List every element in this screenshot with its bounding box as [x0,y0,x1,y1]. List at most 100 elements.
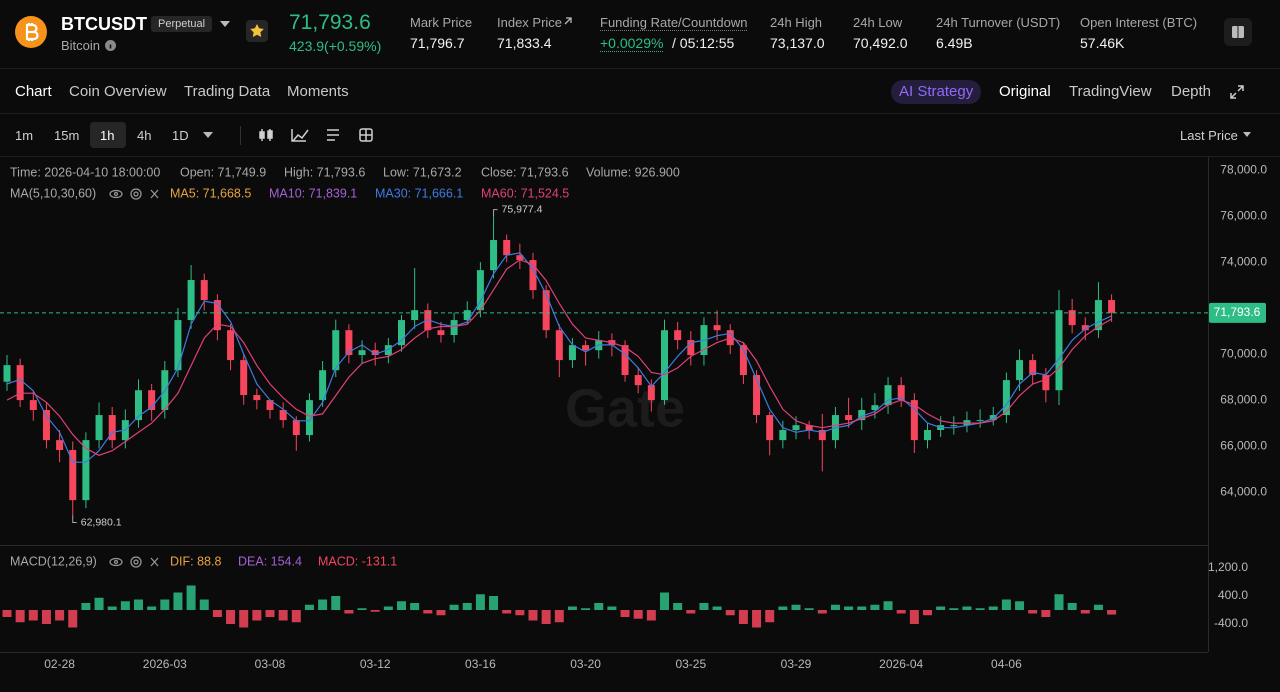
candle-body [1068,310,1076,326]
candle-body [135,390,142,421]
macd-bar [988,606,998,610]
annotation: 62,980.1 [81,516,122,528]
macd-bar [147,606,157,610]
macd-bar [817,609,827,614]
candle-body [411,310,419,321]
macd-bar [81,602,91,610]
macd-bar [134,599,143,610]
stat-value: 71,833.4 [497,35,552,51]
macd-bar [15,609,25,623]
tab[interactable]: Coin Overview [69,83,167,100]
macd-bar [318,599,328,610]
macd-bar [660,592,669,610]
view-option[interactable]: TradingView [1069,83,1152,100]
candle-body [621,345,629,376]
macd-bar [199,599,209,610]
ohlc-info: High: 71,793.6 [284,165,365,179]
indicator-label: MACD(12,26,9) [10,554,97,568]
interval[interactable]: 1h [100,128,115,143]
strategy-button[interactable]: AI Strategy [891,80,982,104]
ohlc-info: Volume: 926.900 [586,165,680,179]
last-price-tag [1209,302,1266,323]
macd-bar [41,609,51,624]
macd-bar [344,609,354,614]
macd-bar [515,609,525,616]
candle-body [476,270,484,311]
macd-bar [397,601,406,610]
candle-body [305,400,313,436]
ma-line [6,259,1112,456]
candle-body [542,290,550,331]
tab[interactable]: Chart [15,83,52,100]
y-tick-label: 1,200.0 [1208,560,1248,574]
macd-bar [778,606,788,610]
ma-legend: MA60: 71,524.5 [481,186,569,200]
macd-bar [489,595,499,610]
price-type[interactable]: Last Price [1180,128,1238,143]
coin-icon [15,16,47,48]
macd-bar [436,609,446,616]
macd-bar [896,609,906,614]
candle-body [924,430,931,441]
macd-bar [357,608,367,610]
candle-body [516,255,524,261]
caret[interactable] [203,131,213,139]
interval-active [90,122,126,148]
macd-bar [620,609,630,617]
candle-body [753,375,761,416]
tab[interactable]: Moments [287,83,349,100]
candle-body [240,360,248,396]
interval[interactable]: 1D [172,128,189,143]
tab[interactable]: Trading Data [184,83,271,100]
candle-body [108,415,116,441]
macd-bar [304,604,314,610]
candle-body [490,240,498,271]
stat-label: 24h Low [853,15,903,30]
candle-body [279,409,287,421]
candle-body [148,390,156,410]
macd-bar [857,606,867,610]
link-icon[interactable] [563,16,573,26]
toolbar-icons[interactable] [258,127,378,143]
favorite[interactable] [246,20,268,42]
candle-body [805,425,813,431]
candle-body [1016,360,1024,381]
macd-bar [28,609,38,621]
stat-value: +0.0029% [600,35,664,52]
view-option[interactable]: Depth [1171,83,1212,100]
macd-bar [830,604,840,610]
stat-value: 73,137.0 [770,35,825,51]
view-option[interactable]: Original [999,83,1051,100]
macd-bar [1067,602,1077,610]
candle-body [661,330,668,401]
symbol[interactable]: BTCUSDT [61,14,147,34]
ma-legend: MA5: 71,668.5 [170,186,251,200]
ma-legend: MA10: 71,839.1 [269,186,357,200]
info-icon[interactable] [105,40,116,51]
y-tick-label: 78,000.0 [1220,162,1267,176]
macd-bar [2,609,12,617]
y-tick-label: 70,000.0 [1220,346,1267,360]
macd-bar [528,609,538,621]
interval[interactable]: 4h [137,128,152,143]
macd-bar [160,599,170,610]
notes-button[interactable] [1224,18,1252,46]
candle-body [674,330,682,341]
candle-body [1055,310,1063,391]
indicator-label: MA(5,10,30,60) [10,186,96,200]
macd-bar [870,604,880,610]
candle-body [884,385,892,406]
caret[interactable] [1243,132,1251,138]
macd-bar [686,609,696,614]
macd-bar [291,609,301,623]
macd-bar [673,602,683,610]
caret[interactable] [220,20,230,28]
ma-line [6,252,1112,463]
macd-bar [449,604,459,610]
interval[interactable]: 15m [54,128,80,143]
macd-legend: DIF: 88.8 [170,554,221,568]
interval[interactable]: 1m [15,128,34,143]
fullscreen[interactable] [1230,85,1244,99]
candle-body [95,415,103,441]
